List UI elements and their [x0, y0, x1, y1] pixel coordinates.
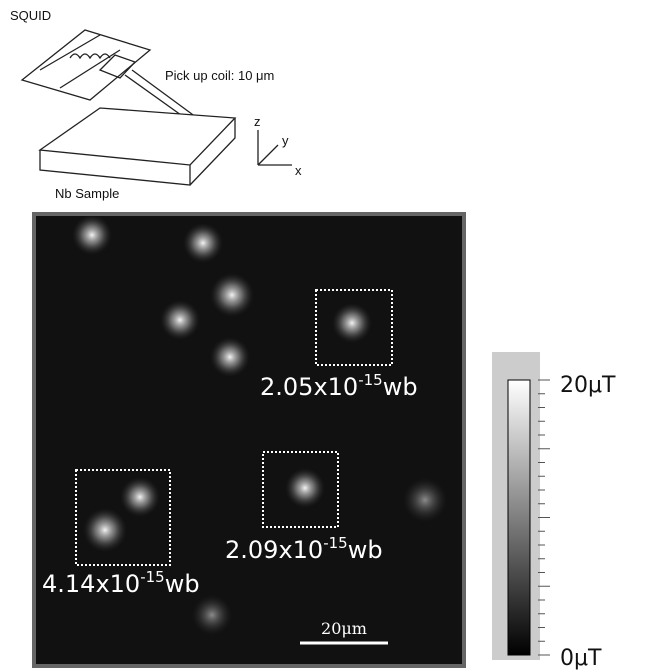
- scale-label: 20μm: [321, 619, 367, 638]
- vortex: [192, 595, 232, 635]
- vortex: [183, 223, 223, 263]
- schematic: SQUID Pick up coil: 10 μm z y x Nb Sampl…: [10, 8, 302, 201]
- x-label: x: [295, 163, 302, 178]
- flux-label: 2.05x10-15wb: [260, 371, 418, 401]
- vortex: [83, 508, 127, 552]
- colorbar-min: 0μT: [560, 646, 602, 670]
- vortex: [332, 303, 372, 343]
- vortex: [403, 478, 447, 522]
- sample-top: [40, 108, 235, 165]
- colorbar-ticks: [538, 380, 550, 655]
- vortex: [160, 300, 200, 340]
- figure: SQUID Pick up coil: 10 μm z y x Nb Sampl…: [0, 0, 646, 670]
- vortex: [210, 273, 254, 317]
- flux-label: 2.09x10-15wb: [225, 534, 383, 564]
- vortex: [72, 215, 112, 255]
- vortex: [285, 468, 325, 508]
- squid-chip: [22, 30, 150, 100]
- vortex: [120, 477, 160, 517]
- flux-label: 4.14x10-15wb: [42, 568, 200, 598]
- colorbar-max: 20μT: [560, 373, 616, 398]
- coil: [70, 54, 110, 58]
- sample-label: Nb Sample: [55, 186, 119, 201]
- pickup-label: Pick up coil: 10 μm: [165, 68, 274, 83]
- colorbar: [508, 380, 530, 655]
- y-label: y: [282, 133, 289, 148]
- z-label: z: [254, 114, 261, 129]
- vortex: [210, 337, 250, 377]
- squid-label: SQUID: [10, 8, 51, 23]
